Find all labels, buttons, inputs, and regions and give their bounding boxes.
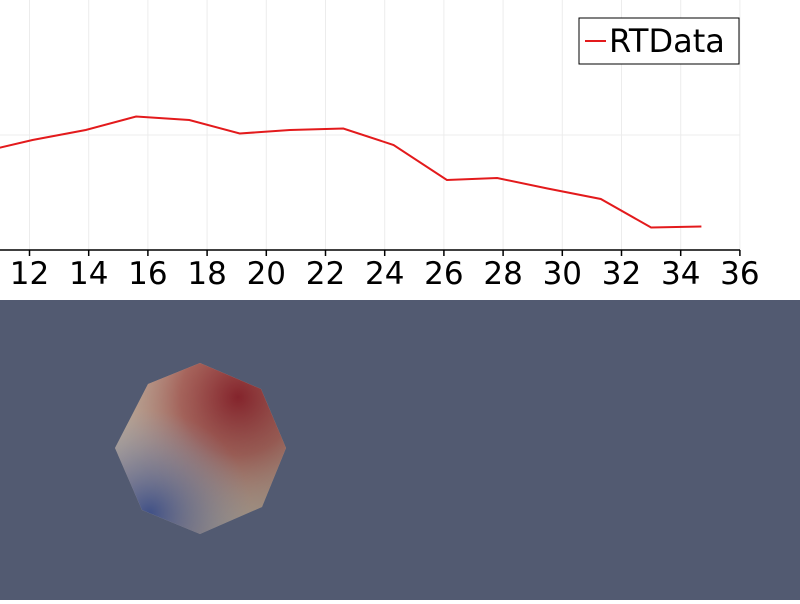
legend-label: RTData bbox=[609, 22, 725, 60]
render-canvas bbox=[115, 363, 286, 534]
x-tick-label: 28 bbox=[483, 256, 522, 292]
x-tick-label: 24 bbox=[365, 256, 404, 292]
render-view-3d[interactable] bbox=[0, 300, 800, 600]
series-line-rtdata bbox=[0, 115, 702, 229]
x-tick-label: 20 bbox=[247, 256, 286, 292]
x-axis-ticks: 12 14 16 18 20 22 24 26 28 30 32 34 36 bbox=[10, 250, 760, 292]
x-tick-label: 16 bbox=[128, 256, 167, 292]
line-chart-panel[interactable]: 12 14 16 18 20 22 24 26 28 30 32 34 36 RTData bbox=[0, 0, 800, 300]
x-tick-label: 18 bbox=[187, 256, 226, 292]
line-chart: 12 14 16 18 20 22 24 26 28 30 32 34 36 RTData bbox=[0, 0, 760, 292]
x-tick-label: 36 bbox=[720, 256, 759, 292]
legend: RTData bbox=[578, 17, 740, 65]
x-tick-label: 12 bbox=[10, 256, 49, 292]
sphere-edge-shading bbox=[115, 363, 286, 534]
x-tick-label: 34 bbox=[661, 256, 700, 292]
series-layer bbox=[0, 115, 702, 229]
x-tick-label: 14 bbox=[69, 256, 108, 292]
x-tick-label: 22 bbox=[306, 256, 345, 292]
x-tick-label: 26 bbox=[424, 256, 463, 292]
sphere-object[interactable] bbox=[115, 363, 286, 534]
x-tick-label: 32 bbox=[602, 256, 641, 292]
x-tick-label: 30 bbox=[543, 256, 582, 292]
